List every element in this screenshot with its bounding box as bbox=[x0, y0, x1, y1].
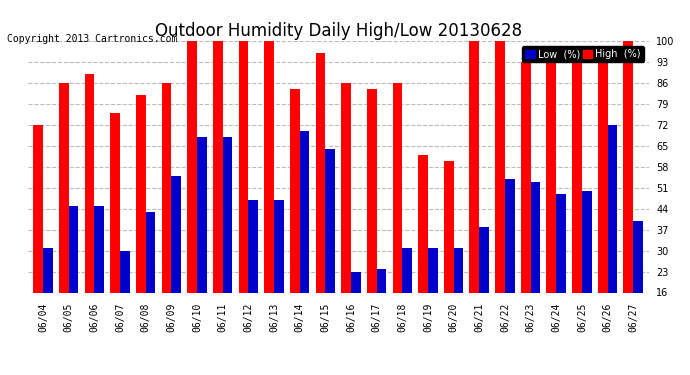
Bar bbox=[213, 41, 223, 340]
Bar bbox=[136, 95, 146, 340]
Bar bbox=[598, 62, 607, 340]
Legend: Low  (%), High  (%): Low (%), High (%) bbox=[522, 46, 644, 62]
Bar bbox=[223, 137, 233, 340]
Bar bbox=[290, 89, 299, 340]
Title: Outdoor Humidity Daily High/Low 20130628: Outdoor Humidity Daily High/Low 20130628 bbox=[155, 22, 522, 40]
Bar bbox=[59, 83, 69, 340]
Bar bbox=[146, 212, 155, 340]
Bar bbox=[418, 155, 428, 340]
Bar bbox=[341, 83, 351, 340]
Bar bbox=[95, 206, 104, 340]
Bar bbox=[531, 182, 540, 340]
Bar bbox=[495, 41, 505, 340]
Bar bbox=[33, 125, 43, 340]
Bar bbox=[393, 83, 402, 340]
Bar bbox=[367, 89, 377, 340]
Bar bbox=[444, 161, 453, 340]
Bar bbox=[187, 41, 197, 340]
Bar bbox=[572, 62, 582, 340]
Bar bbox=[351, 272, 361, 340]
Bar bbox=[171, 176, 181, 340]
Bar bbox=[624, 41, 633, 340]
Bar bbox=[377, 268, 386, 340]
Bar bbox=[428, 248, 437, 340]
Bar bbox=[633, 221, 643, 340]
Bar bbox=[69, 206, 79, 340]
Bar bbox=[120, 251, 130, 340]
Bar bbox=[161, 83, 171, 340]
Bar bbox=[469, 41, 480, 340]
Bar bbox=[480, 227, 489, 340]
Bar bbox=[274, 200, 284, 340]
Bar bbox=[521, 62, 531, 340]
Bar bbox=[402, 248, 412, 340]
Bar bbox=[582, 191, 591, 340]
Bar bbox=[264, 41, 274, 340]
Bar bbox=[505, 179, 515, 340]
Bar bbox=[43, 248, 52, 340]
Bar bbox=[607, 125, 618, 340]
Bar bbox=[556, 194, 566, 340]
Bar bbox=[325, 149, 335, 340]
Bar bbox=[85, 74, 95, 340]
Bar bbox=[299, 131, 309, 340]
Bar bbox=[239, 41, 248, 340]
Bar bbox=[546, 62, 556, 340]
Text: Copyright 2013 Cartronics.com: Copyright 2013 Cartronics.com bbox=[7, 34, 177, 44]
Bar bbox=[453, 248, 463, 340]
Bar bbox=[110, 113, 120, 340]
Bar bbox=[197, 137, 207, 340]
Bar bbox=[315, 53, 325, 340]
Bar bbox=[248, 200, 258, 340]
